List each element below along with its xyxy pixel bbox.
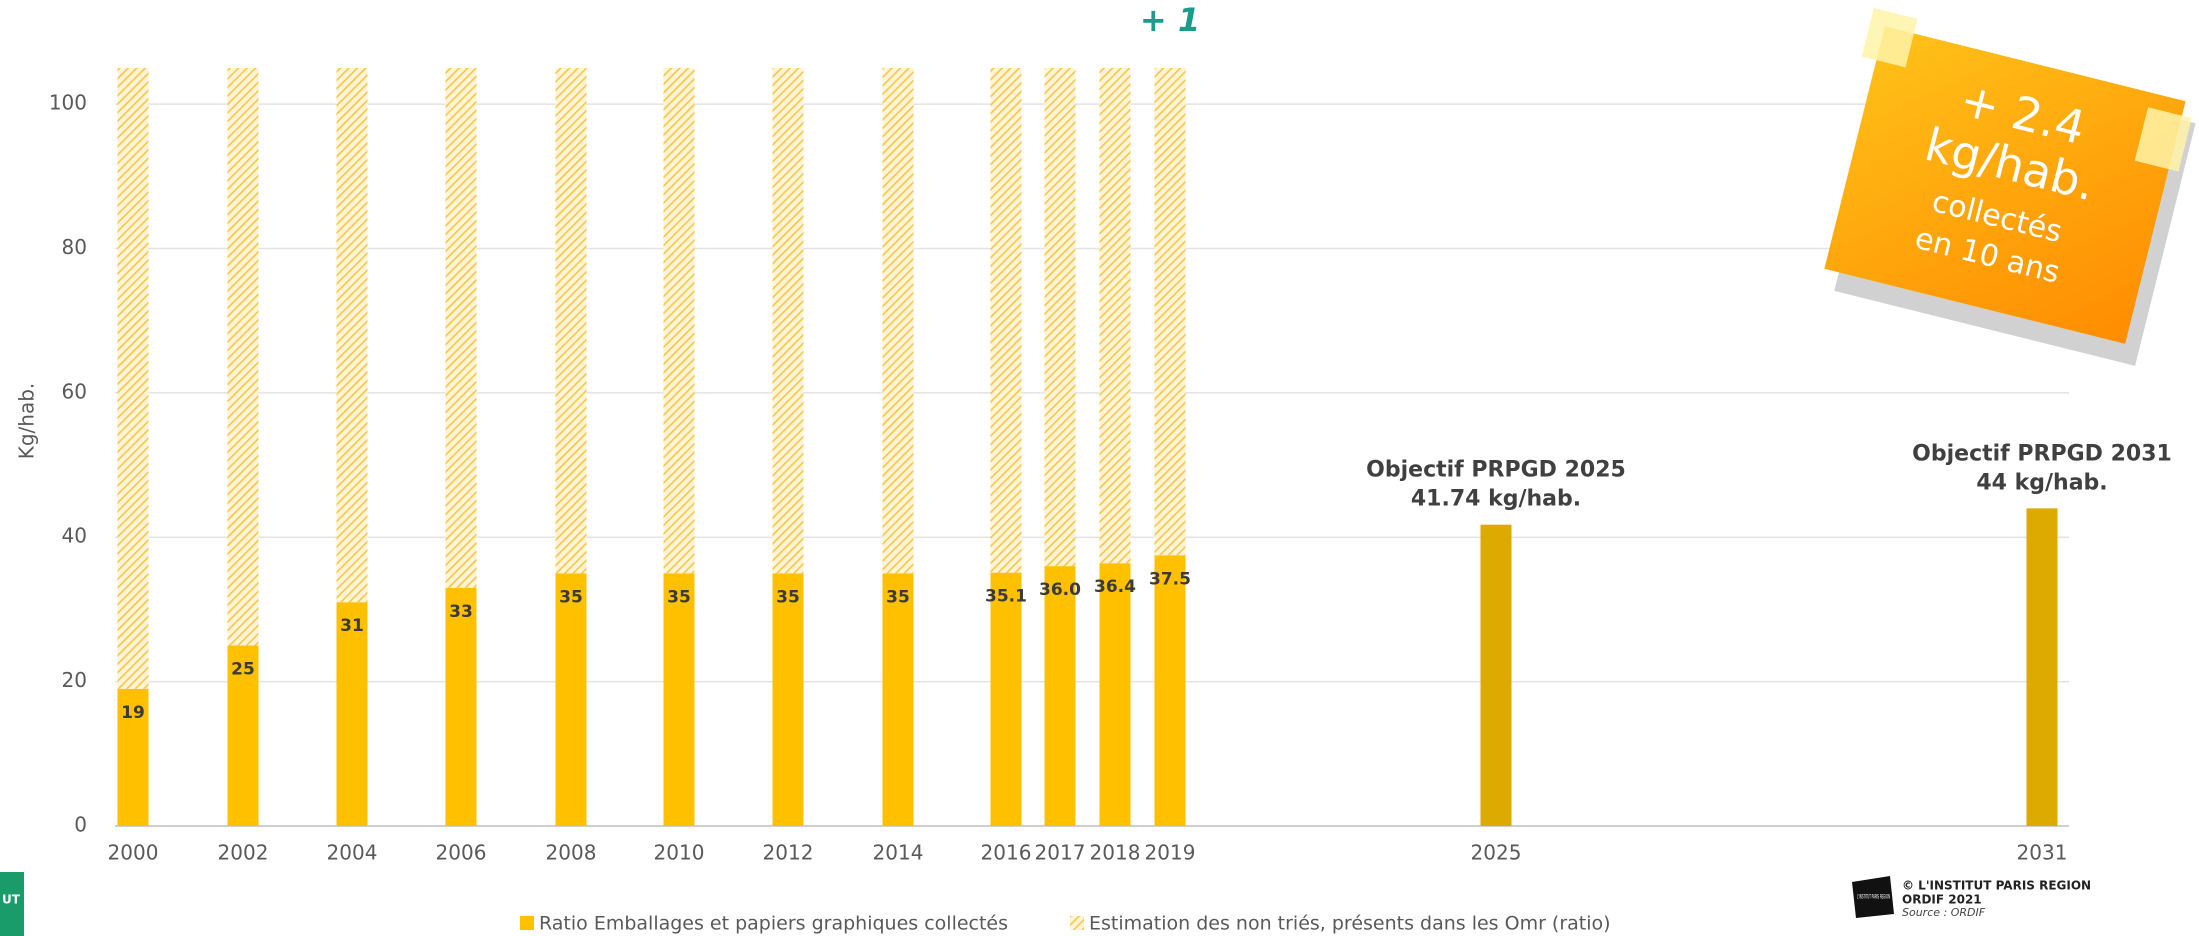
logo-text: L'INSTITUT PARIS REGION [1857,894,1890,901]
x-tick-label: 2012 [763,841,814,865]
x-tick-label: 2031 [2017,841,2068,865]
bar-segment [882,68,914,574]
x-tick-label: 2008 [546,841,597,865]
bar-segment [772,573,804,826]
bar-segment [445,587,477,826]
data-label: 35 [776,587,800,607]
bar-segment [227,645,259,826]
x-tick-label: 2018 [1090,841,1141,865]
bar-segment [336,68,368,603]
institut-logo [1852,876,1894,918]
y-tick-label: 0 [74,813,87,837]
legend-label: Ratio Emballages et papiers graphiques c… [539,913,1008,935]
x-tick-label: 2004 [327,841,378,865]
data-label: 19 [121,703,145,723]
bar-segment [882,573,914,826]
data-label: 25 [231,660,255,680]
annotation: + 1 [1140,1,1200,39]
bar-segment [772,68,804,574]
footer-text: ORDIF 2021 [1902,893,1982,907]
plot-area: 0 20 40 60 80 100 2000 19 2002 25 2004 31 2006 33 2008… [49,1,2172,935]
bar-segment [990,68,1022,573]
y-tick-label: 40 [62,524,87,548]
bar-segment [1154,555,1186,826]
bar-segment [555,573,587,826]
bar-segment [1099,563,1131,826]
data-label: 33 [449,602,473,622]
y-tick-label: 100 [49,91,87,115]
data-label: 35 [559,587,583,607]
bar-segment [1044,566,1076,826]
bar-segment [336,602,368,826]
bar-segment [117,688,149,826]
y-axis-label: Kg/hab. [15,383,39,460]
footer-text: Source : ORDIF [1902,906,1986,919]
x-tick-label: 2025 [1471,841,1522,865]
data-label: 31 [340,616,364,636]
bar-segment [1480,524,1512,826]
x-tick-label: 2014 [873,841,924,865]
data-label: 35 [667,587,691,607]
data-label: 37.5 [1149,569,1191,589]
bar-segment [663,573,695,826]
bar-segment [227,68,259,646]
target-label: Objectif PRPGD 2025 [1366,458,1626,483]
y-tick-label: 20 [62,668,87,692]
y-tick-label: 80 [62,235,87,259]
x-tick-label: 2016 [981,841,1032,865]
bar-segment [1044,68,1076,567]
x-tick-label: 2002 [218,841,269,865]
x-tick-label: 2019 [1145,841,1196,865]
bar-segment [445,68,477,588]
bar-segment [990,572,1022,826]
bar-segment [1099,68,1131,564]
data-label: 36.4 [1094,577,1136,597]
y-tick-label: 60 [62,379,87,403]
bar-segment [555,68,587,574]
footer: UT L'INSTITUT PARIS REGION © L'INSTITUT … [0,872,2091,936]
legend-swatch [1070,916,1084,930]
target-label: 44 kg/hab. [1976,470,2107,495]
bar-segment [1154,68,1186,556]
legend-label: Estimation des non triés, présents dans … [1089,913,1611,935]
data-label: 35 [886,587,910,607]
data-label: 36.0 [1039,580,1081,600]
x-tick-label: 2006 [436,841,487,865]
left-logo [0,872,24,936]
target-label: 41.74 kg/hab. [1411,487,1581,512]
data-label: 35.1 [985,587,1027,607]
legend-swatch [520,916,534,930]
target-label: Objectif PRPGD 2031 [1912,441,2172,466]
bar-segment [2026,508,2058,826]
x-tick-label: 2000 [108,841,159,865]
footer-text: © L'INSTITUT PARIS REGION [1902,879,2091,893]
sticky-note: + 2.4 kg/hab. collectés en 10 ans [1824,8,2196,366]
bar-segment [663,68,695,574]
bar-segment [117,68,149,689]
x-tick-label: 2010 [654,841,705,865]
x-tick-label: 2017 [1035,841,1086,865]
left-logo-text: UT [2,893,21,907]
